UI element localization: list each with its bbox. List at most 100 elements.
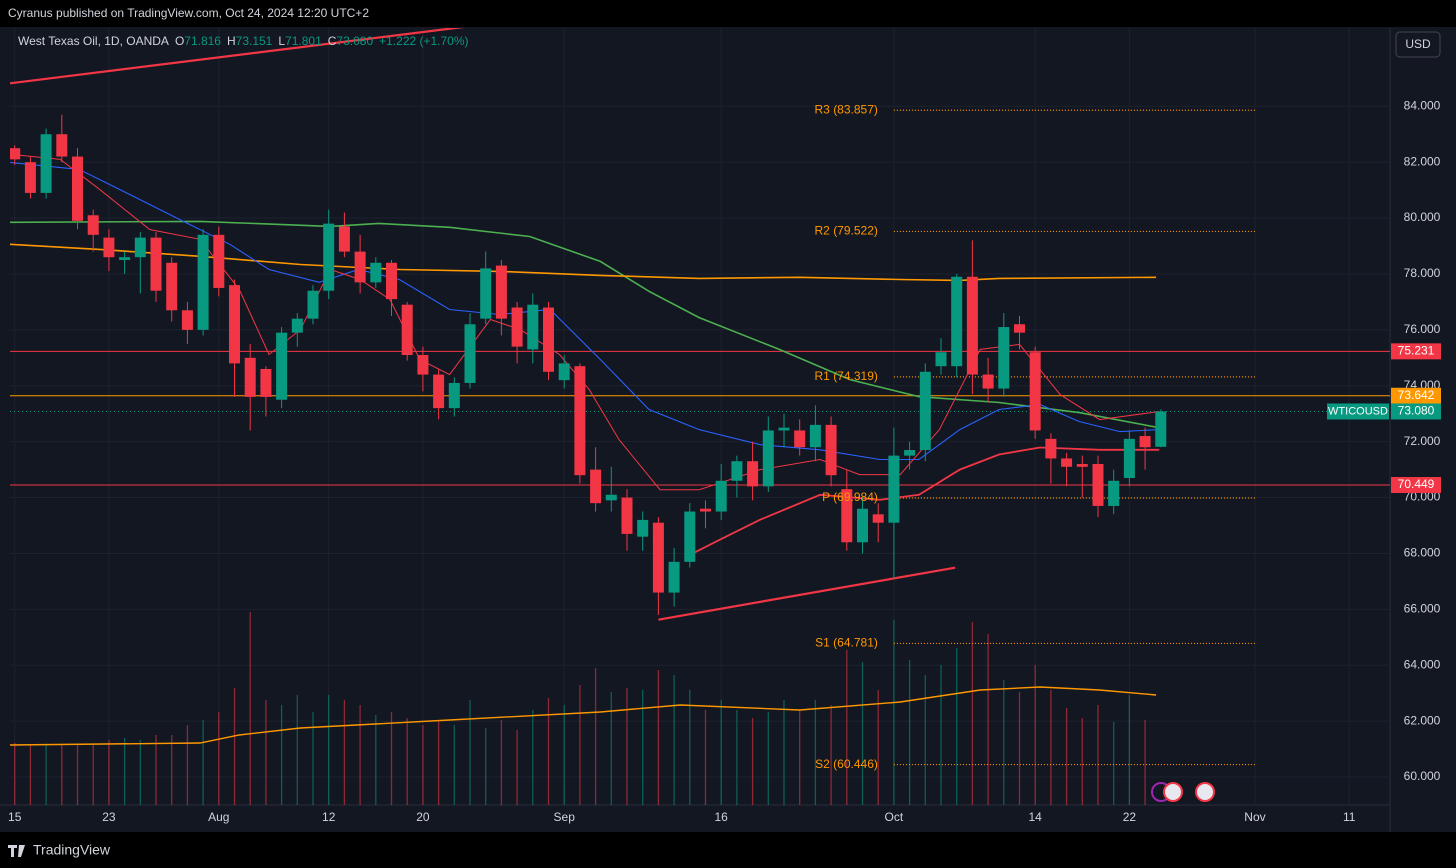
x-tick-label: Nov bbox=[1244, 810, 1265, 824]
candle-body bbox=[307, 290, 319, 319]
candle-body bbox=[1076, 464, 1088, 467]
brand-logo bbox=[8, 845, 25, 857]
moving-average bbox=[689, 446, 1160, 556]
pivot-label: S1 (64.781) bbox=[815, 636, 878, 650]
ohlc-letter: O bbox=[175, 34, 184, 48]
publisher-bar bbox=[0, 0, 1456, 27]
pivot-label: P (69.984) bbox=[822, 490, 878, 504]
candle-body bbox=[166, 262, 178, 311]
ohlc-value: 73.151 bbox=[236, 34, 273, 48]
x-tick-label: Oct bbox=[885, 810, 904, 824]
candle-body bbox=[338, 226, 350, 252]
candle-body bbox=[715, 480, 727, 512]
y-tick-label: 82.000 bbox=[1404, 154, 1441, 168]
candle-body bbox=[605, 494, 617, 501]
candle-body bbox=[1092, 464, 1104, 506]
candle-body bbox=[590, 469, 602, 504]
candle-body bbox=[134, 237, 146, 258]
y-tick-label: 84.000 bbox=[1404, 98, 1441, 112]
y-tick-label: 80.000 bbox=[1404, 210, 1441, 224]
candle-body bbox=[935, 352, 947, 367]
candle-body bbox=[181, 310, 193, 330]
candle-body bbox=[323, 223, 335, 291]
ohlc-value: 71.801 bbox=[285, 34, 322, 48]
candle-body bbox=[1139, 436, 1151, 448]
candle-body bbox=[684, 511, 696, 562]
candle-body bbox=[291, 318, 303, 333]
footer-bar bbox=[0, 832, 1456, 868]
candle-body bbox=[998, 327, 1010, 389]
moving-average bbox=[10, 243, 1157, 282]
brand: TradingView bbox=[33, 842, 111, 858]
x-tick-label: 23 bbox=[102, 810, 116, 824]
x-tick-label: 15 bbox=[8, 810, 22, 824]
price-tag bbox=[1391, 343, 1441, 360]
candle-body bbox=[621, 497, 633, 534]
candle-body bbox=[433, 374, 445, 409]
labels: 60.000 62.000 64.000 66.000 68.000 70.000 72.0… bbox=[8, 98, 1441, 824]
candle-body bbox=[276, 332, 288, 400]
candle-body bbox=[872, 514, 884, 523]
candle-body bbox=[370, 262, 382, 283]
candle-body bbox=[919, 371, 931, 451]
candle-body bbox=[668, 561, 680, 593]
last-price-tag bbox=[1391, 403, 1441, 420]
last-price-label: 73.080 bbox=[1398, 404, 1435, 418]
currency[interactable]: USD bbox=[1405, 37, 1431, 51]
candle-body bbox=[1123, 438, 1135, 478]
candle-body bbox=[480, 268, 492, 319]
event-icon[interactable] bbox=[1195, 782, 1215, 802]
candle-body bbox=[558, 363, 570, 381]
event-icon[interactable] bbox=[1163, 782, 1183, 802]
candle-body bbox=[103, 237, 115, 258]
candle-body bbox=[229, 285, 241, 364]
candle-body bbox=[904, 450, 916, 456]
candle-body bbox=[888, 455, 900, 523]
grid bbox=[10, 28, 1390, 805]
price-tag-label: 75.231 bbox=[1398, 344, 1435, 358]
ohlc-value: 73.080 bbox=[336, 34, 373, 48]
y-tick-label: 60.000 bbox=[1404, 769, 1441, 783]
volume-ma bbox=[10, 686, 1157, 746]
y-tick-label: 78.000 bbox=[1404, 266, 1441, 280]
candle-body bbox=[966, 276, 978, 375]
candle-body bbox=[10, 148, 21, 160]
candle-body bbox=[652, 522, 664, 593]
pivot-label: R2 (79.522) bbox=[815, 224, 878, 238]
pivot-label: R1 (74.319) bbox=[815, 369, 878, 383]
candle-body bbox=[1029, 352, 1041, 431]
currency-button[interactable] bbox=[1395, 31, 1441, 58]
x-tick-label: Aug bbox=[208, 810, 229, 824]
legend: West Texas Oil, 1D, OANDA O71.816 H73.151 L… bbox=[18, 34, 469, 48]
candle-body bbox=[72, 156, 84, 221]
candle-body bbox=[464, 324, 476, 383]
x-tick-label: 20 bbox=[416, 810, 430, 824]
price-tag bbox=[1391, 477, 1441, 494]
candle-body bbox=[495, 265, 507, 319]
candles bbox=[10, 114, 1167, 615]
x-tick-label: 11 bbox=[1343, 810, 1356, 824]
price-tag-label: 70.449 bbox=[1398, 477, 1435, 491]
x-tick-label: 22 bbox=[1123, 810, 1137, 824]
ohlc-letter: C bbox=[328, 34, 337, 48]
candle-body bbox=[417, 355, 429, 375]
candle-body bbox=[542, 307, 554, 372]
candle-body bbox=[731, 461, 743, 481]
pivot-label: R3 (83.857) bbox=[815, 102, 878, 116]
candle-body bbox=[637, 519, 649, 537]
trend-line bbox=[658, 566, 956, 621]
candle-body bbox=[87, 215, 99, 235]
candle-body bbox=[1045, 438, 1057, 459]
candle-body bbox=[119, 257, 131, 260]
symbol: West Texas Oil, 1D, OANDA bbox=[18, 34, 169, 48]
candle-body bbox=[244, 357, 256, 397]
y-tick-label: 64.000 bbox=[1404, 657, 1441, 671]
candle-body bbox=[150, 237, 162, 291]
candle-body bbox=[24, 162, 36, 193]
ohlc-value: 71.816 bbox=[184, 34, 221, 48]
x-tick-label: 16 bbox=[715, 810, 729, 824]
change: +1.222 (+1.70%) bbox=[379, 34, 468, 48]
candle-body bbox=[951, 276, 963, 367]
overlays bbox=[10, 28, 1390, 766]
